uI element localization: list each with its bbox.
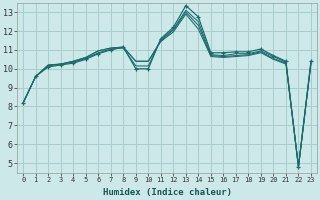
X-axis label: Humidex (Indice chaleur): Humidex (Indice chaleur) xyxy=(103,188,232,197)
